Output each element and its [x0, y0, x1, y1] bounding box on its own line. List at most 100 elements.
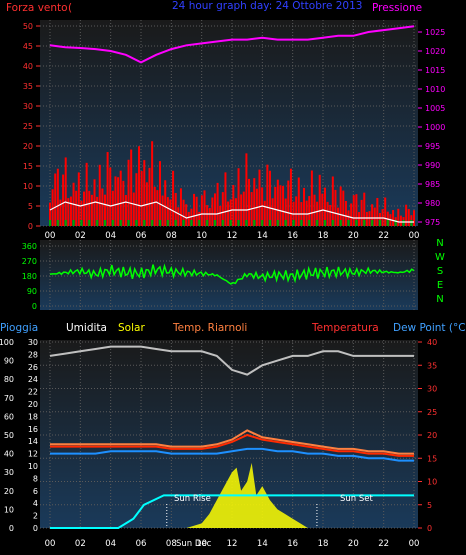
wind-calm-bar	[111, 220, 114, 226]
wind-gust-bar	[339, 186, 342, 226]
wind-gust-bar	[164, 180, 167, 226]
wind-calm-bar	[268, 220, 271, 226]
wind-gust-bar	[153, 186, 156, 226]
time-tick-label: 14	[257, 539, 268, 549]
wind-gust-bar	[117, 177, 120, 226]
wind-gust-bar	[242, 191, 245, 226]
humidity-tick: 30	[28, 338, 38, 347]
wind-gust-bar	[227, 201, 230, 226]
wind-gust-bar	[271, 198, 274, 226]
wind-calm-bar	[135, 220, 138, 226]
wind-gust-bar	[200, 195, 203, 226]
wind-gust-bar	[352, 195, 355, 226]
wind-gust-bar	[75, 190, 78, 226]
time-tick-label: 02	[75, 231, 86, 241]
wind-calm-bar	[410, 220, 413, 226]
wind-gust-bar	[289, 168, 292, 226]
temperature-tick: 15	[427, 454, 437, 463]
wind-gust-bar	[358, 212, 361, 226]
wind-calm-bar	[300, 220, 303, 226]
wind-gust-bar	[185, 204, 188, 226]
wind-gust-bar	[127, 159, 130, 226]
wind-gust-bar	[295, 196, 298, 226]
humidity-tick: 16	[28, 425, 38, 434]
temperature-tick: 20	[427, 431, 437, 440]
wind-gust-bar	[237, 168, 240, 226]
wind-gust-bar	[158, 161, 161, 226]
rain-tick: 100	[0, 338, 14, 347]
wind-calm-bar	[331, 220, 334, 226]
wind-panel-time-axis: 00 02 04 06 08 10 12 14 16 18 20 22 00	[45, 231, 420, 241]
wind-speed-tick: 45	[23, 42, 33, 51]
wind-gust-bar	[166, 197, 169, 226]
time-tick-label: 10	[196, 539, 207, 549]
wind-gust-bar	[140, 171, 143, 226]
wind-speed-tick: 40	[23, 62, 33, 71]
wind-gust-bar	[224, 172, 227, 226]
wind-calm-bar	[316, 220, 319, 226]
wind-calm-bar	[198, 220, 201, 226]
humidity-label: Umidita	[66, 322, 107, 334]
temperature-tick: 25	[427, 408, 437, 417]
wind-speed-tick: 20	[23, 142, 33, 151]
wind-calm-bar	[229, 220, 232, 226]
wind-calm-bar	[174, 220, 177, 226]
time-tick-label: 04	[105, 231, 116, 241]
temperature-line	[50, 433, 414, 457]
humidity-tick: 20	[28, 400, 38, 409]
wind-gust-bar	[83, 191, 86, 226]
wind-gust-bar	[363, 192, 366, 226]
humidity-tick: 10	[28, 462, 38, 471]
time-tick-label: 00	[409, 539, 420, 549]
wind-panel	[40, 20, 418, 226]
wind-gust-bar	[261, 187, 264, 226]
wind-speed-tick: 0	[28, 222, 33, 231]
wind-gust-bar	[114, 176, 117, 226]
time-tick-label: 20	[348, 231, 359, 241]
wind-calm-bar	[127, 220, 130, 226]
wind-gust-bar	[342, 190, 345, 226]
time-tick-label: 00	[409, 231, 420, 241]
wind-gust-bar	[229, 199, 232, 226]
time-tick-label: 06	[136, 539, 147, 549]
wind-calm-bar	[237, 220, 240, 226]
pressure-tick: 975	[425, 218, 440, 227]
rain-label: Pioggia	[0, 322, 38, 334]
rain-tick: 20	[4, 487, 14, 496]
humidity-tick: 18	[28, 412, 38, 421]
direction-tick: 360	[22, 242, 37, 251]
temperature-tick: 10	[427, 478, 437, 487]
sun-elevation-series	[50, 494, 414, 529]
wind-gust-bar	[316, 201, 319, 226]
direction-tick: 0	[32, 302, 37, 311]
wind-gust-bar	[216, 182, 219, 226]
wind-gust-bar	[337, 207, 340, 226]
wind-gust-bar	[305, 200, 308, 226]
wind-gust-bar	[308, 196, 311, 226]
wind-calm-bar	[72, 220, 75, 226]
wind-gust-bar	[177, 207, 180, 226]
wind-speed-tick: 50	[23, 22, 33, 31]
wind-calm-bar	[308, 220, 311, 226]
wind-gust-bar	[122, 180, 125, 226]
pressure-tick: 1015	[425, 66, 445, 75]
pressure-tick: 1005	[425, 104, 445, 113]
wind-gust-bar	[211, 197, 214, 226]
rain-tick: 60	[4, 412, 14, 421]
wind-gust-bar	[378, 212, 381, 226]
temperature-tick: 0	[427, 524, 432, 533]
wind-calm-bar	[339, 220, 342, 226]
wind-gust-bar	[318, 174, 321, 226]
sunrise-label: Sun Rise	[174, 494, 211, 504]
wind-unit: (	[68, 2, 72, 14]
wind-gust-bar	[132, 192, 135, 226]
wind-gust-bar	[90, 194, 93, 226]
time-tick-label: 00	[45, 231, 56, 241]
date-title: 24 hour graph day: 24 Ottobre 2013	[172, 0, 362, 12]
wind-gust-bar	[148, 167, 151, 226]
wind-gust-bar	[405, 204, 408, 226]
wind-gust-bar	[64, 157, 67, 226]
wind-gust-bar	[258, 169, 261, 226]
compass-letter: N	[436, 294, 443, 305]
pressure-tick: 1025	[425, 28, 445, 37]
